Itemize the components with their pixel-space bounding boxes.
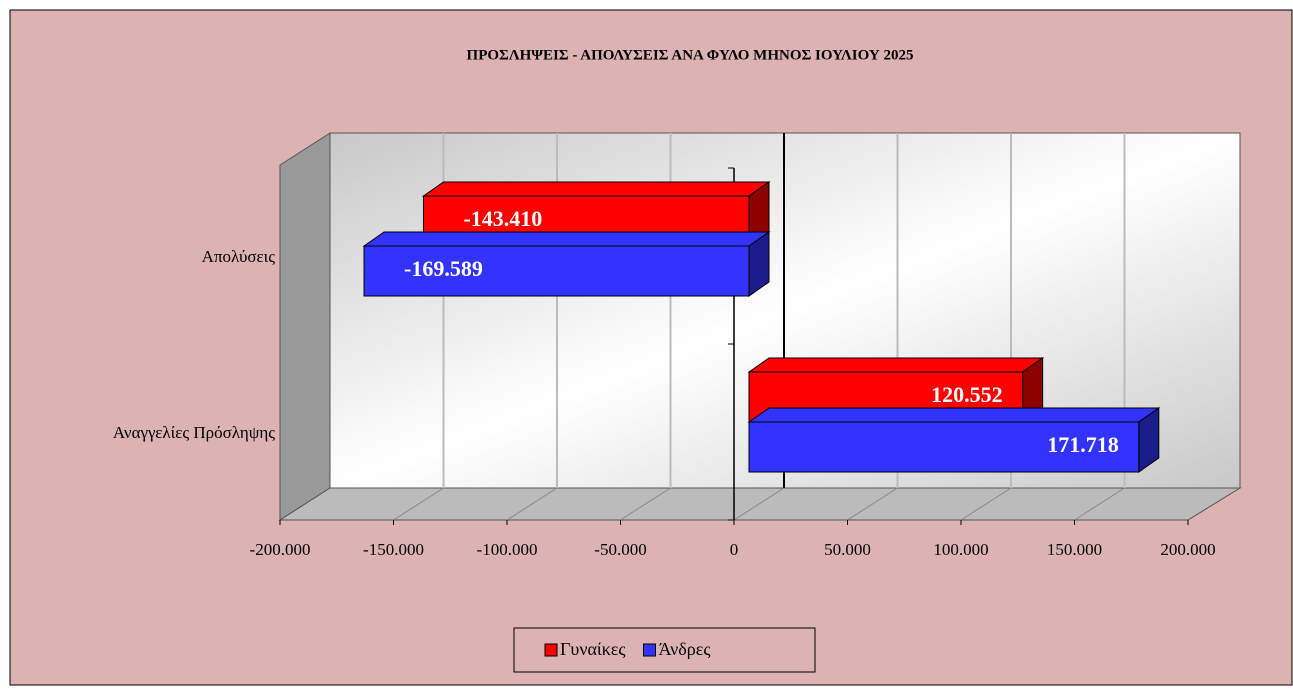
bar: [362, 231, 771, 297]
legend-label: Γυναίκες: [560, 639, 626, 659]
bar-front: [748, 421, 1140, 473]
bar: [747, 407, 1161, 473]
grid-line: [506, 487, 558, 521]
chart-title: ΠΡΟΣΛΗΨΕΙΣ - ΑΠΟΛΥΣΕΙΣ ΑΝΑ ΦΥΛΟ ΜΗΝΟΣ ΙΟ…: [467, 47, 914, 63]
grid-line: [620, 487, 671, 521]
legend-swatch: [544, 643, 558, 657]
grid-line: [847, 487, 898, 521]
legend-swatch: [643, 643, 656, 657]
x-tick-label: 150.000: [1047, 540, 1102, 559]
grid-line: [733, 487, 785, 521]
grid-line: [960, 487, 1012, 521]
bar-top: [362, 231, 771, 247]
bar-top: [747, 357, 1045, 373]
data-label: -169.589: [404, 256, 483, 281]
data-label: 171.718: [1047, 432, 1119, 457]
legend-label: Άνδρες: [659, 639, 711, 659]
x-tick-label: 200.000: [1160, 540, 1215, 559]
x-tick-label: -150.000: [363, 540, 424, 559]
bar-top: [421, 181, 771, 197]
legend: Γυναίκες Άνδρες: [513, 627, 816, 673]
data-label: 120.552: [931, 382, 1003, 407]
x-tick-label: -100.000: [477, 540, 538, 559]
x-tick-label: -50.000: [594, 540, 646, 559]
x-tick-label: 50.000: [824, 540, 871, 559]
bar-front: [363, 245, 750, 297]
y-tick-label: Αναγγελίες Πρόσληψης: [113, 423, 275, 442]
x-tick-label: 0: [730, 540, 739, 559]
legend-box: [513, 627, 816, 673]
x-tick-label: 100.000: [933, 540, 988, 559]
y-tick-label: Απολύσεις: [202, 247, 276, 266]
x-tick-label: -200.000: [250, 540, 311, 559]
bar-top: [747, 407, 1161, 423]
data-label: -143.410: [463, 206, 542, 231]
grid-line: [393, 487, 444, 521]
grid-line: [1074, 487, 1125, 521]
floor: [278, 487, 1242, 521]
side-wall: [279, 132, 331, 521]
